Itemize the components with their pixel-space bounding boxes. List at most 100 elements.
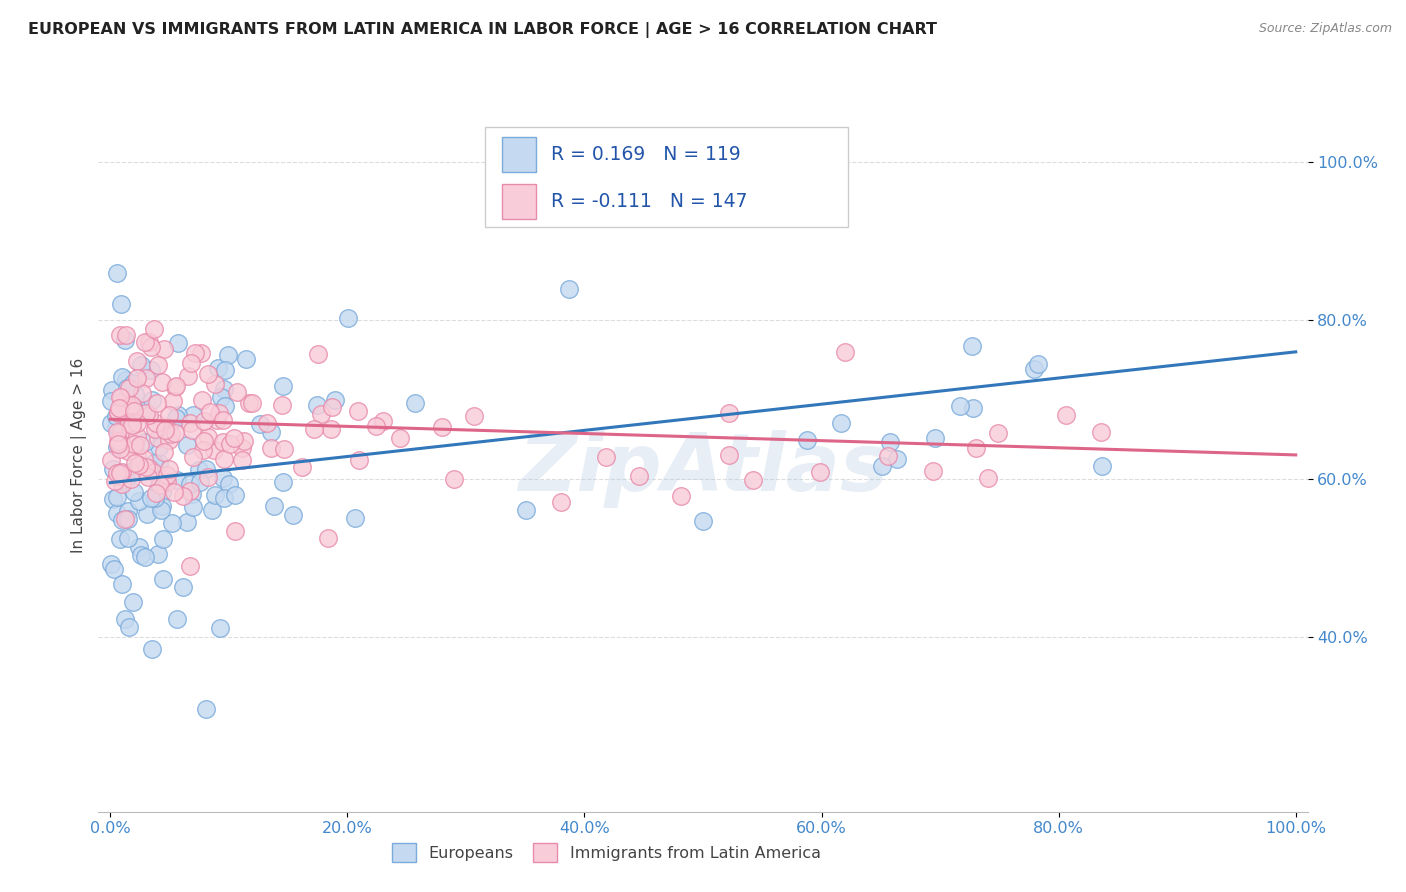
Point bbox=[214, 363, 236, 377]
Point bbox=[198, 405, 221, 419]
Point bbox=[157, 433, 180, 447]
Point bbox=[107, 434, 129, 449]
Point bbox=[110, 328, 132, 343]
Point bbox=[212, 382, 235, 396]
Point bbox=[205, 413, 228, 427]
Point bbox=[263, 499, 285, 513]
Point bbox=[153, 425, 176, 440]
Point bbox=[181, 423, 204, 437]
Point bbox=[107, 405, 129, 419]
Point bbox=[136, 507, 159, 521]
Point bbox=[146, 395, 169, 409]
Point bbox=[134, 549, 156, 564]
Text: Source: ZipAtlas.com: Source: ZipAtlas.com bbox=[1258, 22, 1392, 36]
Point bbox=[218, 436, 240, 450]
Point bbox=[347, 453, 370, 467]
Point bbox=[111, 477, 134, 491]
Point bbox=[179, 558, 201, 573]
Point bbox=[110, 391, 132, 405]
Point bbox=[129, 548, 152, 562]
Point bbox=[949, 399, 972, 413]
Point bbox=[207, 361, 229, 376]
Point bbox=[101, 383, 124, 397]
Point bbox=[152, 444, 174, 458]
Point bbox=[183, 345, 205, 359]
Point bbox=[111, 370, 134, 384]
Text: EUROPEAN VS IMMIGRANTS FROM LATIN AMERICA IN LABOR FORCE | AGE > 16 CORRELATION : EUROPEAN VS IMMIGRANTS FROM LATIN AMERIC… bbox=[28, 22, 938, 38]
Point bbox=[107, 437, 129, 451]
Point bbox=[404, 396, 426, 410]
Point bbox=[463, 409, 485, 423]
Point bbox=[124, 437, 146, 451]
Bar bbox=[502, 137, 536, 171]
Point bbox=[150, 485, 173, 500]
Point bbox=[118, 416, 141, 430]
Point bbox=[224, 524, 246, 538]
Point bbox=[121, 413, 143, 427]
Point bbox=[193, 414, 215, 428]
Point bbox=[163, 380, 186, 394]
Point bbox=[346, 404, 368, 418]
Point bbox=[1026, 358, 1049, 372]
Point bbox=[101, 462, 124, 476]
Point bbox=[156, 475, 179, 490]
Point bbox=[156, 468, 179, 483]
Point bbox=[281, 508, 304, 522]
Point bbox=[103, 491, 125, 506]
Point bbox=[181, 450, 204, 464]
Point bbox=[105, 466, 128, 480]
Point bbox=[172, 580, 194, 594]
Point bbox=[100, 453, 122, 467]
Point bbox=[146, 547, 169, 561]
Point bbox=[181, 408, 204, 422]
Point bbox=[304, 422, 326, 436]
Point bbox=[305, 399, 328, 413]
Point bbox=[231, 441, 253, 455]
Point bbox=[718, 406, 741, 420]
Point bbox=[157, 462, 180, 476]
Point bbox=[877, 449, 900, 463]
Point bbox=[115, 395, 138, 409]
Text: R = -0.111   N = 147: R = -0.111 N = 147 bbox=[551, 192, 747, 211]
Point bbox=[188, 475, 211, 489]
Point bbox=[121, 398, 143, 412]
Point bbox=[879, 435, 901, 450]
Point bbox=[143, 322, 166, 336]
Point bbox=[212, 452, 235, 467]
Point bbox=[129, 359, 152, 373]
Point bbox=[260, 442, 283, 456]
Point bbox=[141, 642, 163, 657]
Point bbox=[163, 485, 186, 500]
Point bbox=[692, 514, 714, 528]
Point bbox=[111, 512, 134, 526]
Point bbox=[204, 377, 226, 392]
Point bbox=[323, 392, 346, 407]
Point bbox=[166, 612, 188, 626]
Point bbox=[176, 438, 198, 452]
Point bbox=[515, 503, 537, 517]
Point bbox=[188, 463, 211, 477]
Legend: Europeans, Immigrants from Latin America: Europeans, Immigrants from Latin America bbox=[385, 837, 827, 868]
Point bbox=[886, 452, 908, 467]
Point bbox=[138, 409, 160, 423]
Point bbox=[870, 459, 893, 474]
Point bbox=[114, 473, 136, 487]
Point bbox=[195, 461, 218, 475]
Point bbox=[830, 416, 852, 430]
Point bbox=[222, 431, 245, 445]
Point bbox=[718, 448, 741, 462]
Point bbox=[114, 373, 136, 387]
Point bbox=[141, 491, 163, 506]
Point bbox=[124, 387, 146, 401]
Point bbox=[135, 460, 157, 475]
Point bbox=[118, 435, 141, 450]
Point bbox=[150, 429, 173, 443]
Point bbox=[105, 490, 128, 504]
Point bbox=[204, 488, 226, 502]
Point bbox=[388, 431, 411, 445]
Point bbox=[321, 400, 343, 414]
Point bbox=[118, 403, 141, 417]
Point bbox=[157, 408, 180, 422]
Point bbox=[153, 342, 176, 356]
Point bbox=[271, 398, 294, 412]
